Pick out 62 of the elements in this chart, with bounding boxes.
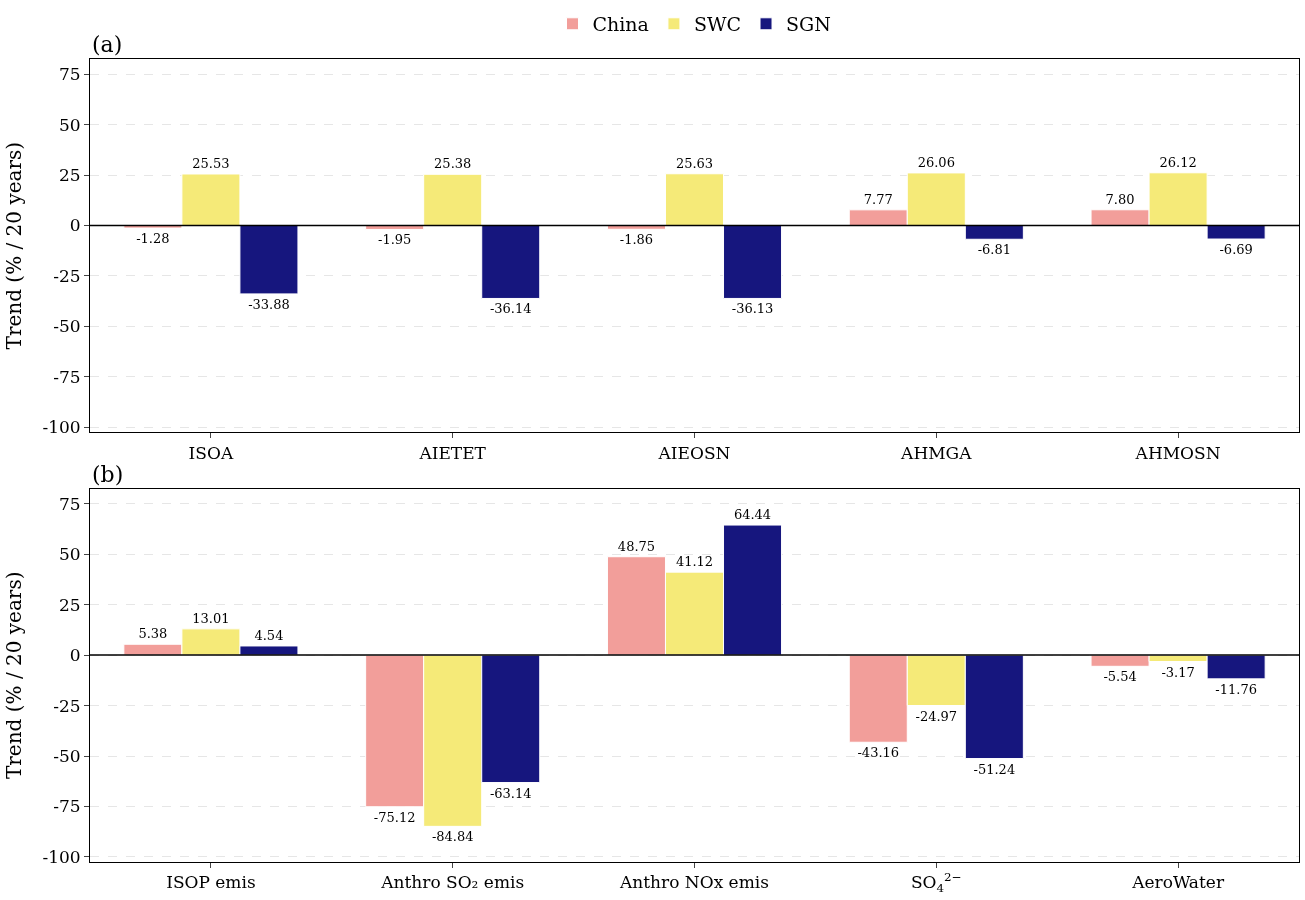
- legend-label: SWC: [693, 13, 742, 36]
- x-tick-label: ISOP emis: [166, 872, 256, 893]
- y-tick-label: -25: [53, 695, 81, 716]
- chart-title: (b): [92, 462, 124, 487]
- data-label: -3.17: [1161, 664, 1195, 680]
- x-tick-label: Anthro SO₂ emis: [380, 872, 525, 893]
- y-tick-label: 50: [58, 544, 81, 565]
- data-label: 41.12: [675, 554, 714, 570]
- x-tick-label: AHMOSN: [1134, 442, 1221, 463]
- data-label: 25.38: [434, 156, 472, 172]
- data-label: 4.54: [254, 627, 284, 643]
- y-tick-label: -75: [53, 366, 81, 387]
- y-tick-label: -100: [42, 846, 81, 867]
- data-label: 13.01: [192, 610, 230, 626]
- data-label: 7.80: [1105, 191, 1135, 207]
- y-tick-label: 75: [58, 493, 81, 514]
- y-tick-label: 0: [69, 645, 81, 666]
- y-tick-label: 75: [58, 64, 81, 85]
- x-tick-label: ISOA: [188, 442, 234, 463]
- legend-label: SGN: [786, 13, 831, 36]
- data-label: -6.81: [977, 242, 1012, 258]
- data-label: 7.77: [863, 191, 893, 207]
- data-label: -43.16: [857, 745, 900, 761]
- y-tick-label: -50: [53, 745, 81, 766]
- y-axis-title: Trend (% / 20 years): [1, 141, 26, 350]
- data-label: -6.69: [1219, 242, 1253, 258]
- data-label: -1.95: [377, 232, 412, 248]
- x-tick-label: AIETET: [418, 442, 487, 463]
- y-tick-label: -50: [53, 316, 81, 337]
- y-tick-label: -100: [42, 417, 81, 438]
- data-label: -33.88: [248, 296, 290, 312]
- data-label: -24.97: [915, 708, 958, 724]
- chart-title: (a): [92, 32, 123, 57]
- y-axis-title: Trend (% / 20 years): [1, 571, 26, 780]
- data-label: 25.53: [192, 155, 230, 171]
- data-label: 48.75: [617, 538, 656, 554]
- data-label: 26.12: [1159, 154, 1197, 170]
- y-tick-label: -75: [53, 796, 81, 817]
- data-label: 26.06: [917, 154, 955, 170]
- data-label: -1.28: [136, 231, 170, 247]
- y-tick-label: 25: [58, 165, 81, 186]
- x-tick-label: AHMGA: [900, 442, 973, 463]
- data-label: -36.13: [731, 301, 774, 317]
- data-label: -5.54: [1103, 669, 1137, 685]
- data-label: 25.63: [675, 155, 714, 171]
- data-label: 5.38: [138, 626, 168, 642]
- y-tick-label: -25: [53, 265, 81, 286]
- data-label: -84.84: [431, 829, 474, 845]
- y-tick-label: 0: [69, 215, 81, 236]
- data-label: -63.14: [489, 785, 532, 801]
- x-tick-label: AIEOSN: [657, 442, 731, 463]
- legend-label: China: [592, 13, 649, 36]
- data-label: 64.44: [733, 507, 772, 523]
- y-tick-label: 50: [58, 114, 81, 135]
- data-label: -36.14: [489, 301, 532, 317]
- data-label: -75.12: [373, 809, 416, 825]
- data-label: -51.24: [973, 761, 1016, 777]
- data-label: -1.86: [619, 232, 654, 248]
- x-tick-label: AeroWater: [1131, 872, 1225, 893]
- x-tick-label: Anthro NOx emis: [619, 872, 769, 893]
- data-label: -11.76: [1215, 681, 1257, 697]
- y-tick-label: 25: [58, 594, 81, 615]
